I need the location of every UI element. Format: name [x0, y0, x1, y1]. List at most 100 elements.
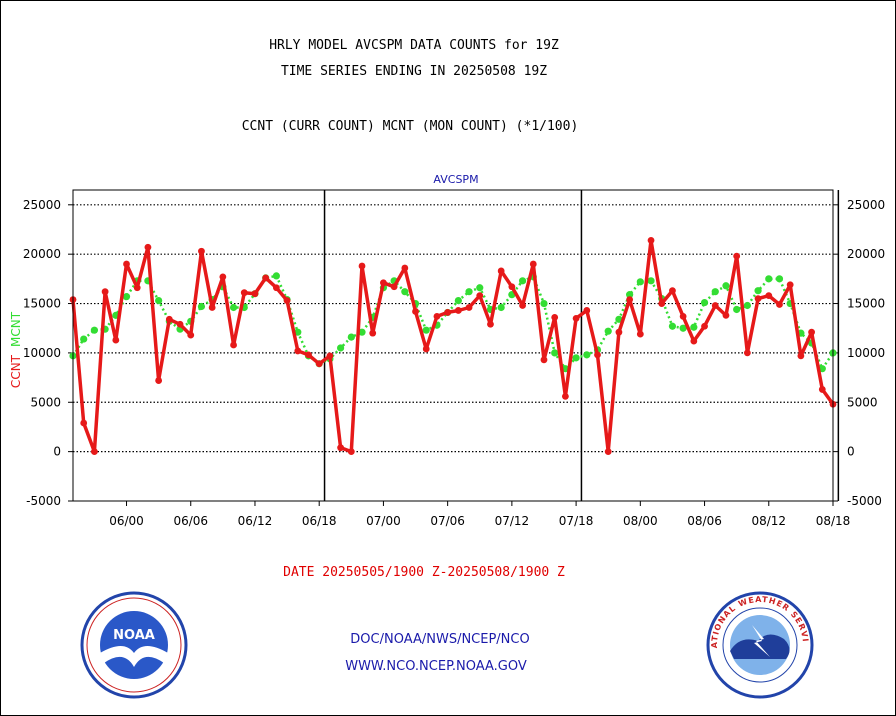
data-point-ccnt	[358, 262, 366, 270]
data-point-ccnt	[561, 392, 569, 400]
data-point-ccnt	[626, 296, 634, 303]
data-point-mcnt	[668, 322, 677, 330]
data-point-ccnt	[733, 252, 741, 260]
data-point-ccnt	[208, 304, 216, 311]
data-point-mcnt	[401, 288, 409, 296]
x-tick-label: 08/06	[687, 514, 722, 528]
label-layer: -5000 -5000 0 0 5000 5000 10000 10000 15000 15000…	[9, 173, 885, 528]
data-point-mcnt	[690, 323, 698, 331]
data-point-mcnt	[294, 328, 302, 336]
data-point-ccnt	[198, 247, 205, 255]
data-point-ccnt	[326, 352, 334, 360]
data-point-mcnt	[679, 324, 687, 332]
data-point-mcnt	[454, 296, 462, 305]
data-point-ccnt	[187, 331, 195, 339]
plot-border	[72, 189, 834, 502]
series-layer	[69, 236, 837, 456]
data-point-ccnt	[305, 351, 312, 359]
y-tick-label-left: 25000	[23, 198, 61, 212]
y-tick-label-right: 5000	[847, 395, 878, 409]
data-point-ccnt	[476, 292, 484, 300]
data-point-mcnt	[80, 335, 88, 343]
data-point-ccnt	[133, 284, 141, 292]
x-tick-label: 06/06	[173, 514, 208, 528]
data-point-ccnt	[551, 313, 559, 321]
data-point-ccnt	[615, 328, 623, 336]
data-point-ccnt	[636, 330, 644, 338]
data-point-ccnt	[380, 279, 387, 287]
data-point-ccnt	[283, 297, 291, 304]
x-tick-label: 06/18	[302, 514, 337, 528]
data-point-ccnt	[465, 304, 473, 311]
data-point-ccnt	[144, 243, 152, 251]
data-point-mcnt	[626, 291, 634, 299]
data-point-ccnt	[444, 309, 452, 316]
data-point-ccnt	[230, 341, 237, 349]
data-point-mcnt	[347, 333, 355, 341]
data-point-ccnt	[294, 347, 302, 355]
data-point-ccnt	[347, 448, 355, 456]
data-point-ccnt	[594, 351, 601, 359]
data-point-ccnt	[155, 377, 163, 384]
data-point-mcnt	[572, 354, 580, 362]
data-point-ccnt	[80, 419, 88, 427]
data-point-mcnt	[540, 299, 548, 308]
x-tick-label: 08/12	[751, 514, 786, 528]
data-point-ccnt	[176, 320, 184, 328]
data-point-mcnt	[743, 301, 751, 310]
data-point-ccnt	[604, 448, 612, 456]
data-point-ccnt	[240, 289, 248, 297]
data-point-mcnt	[583, 351, 591, 359]
data-point-mcnt	[518, 277, 527, 285]
y-tick-label-left: 5000	[30, 395, 61, 409]
x-tick-label: 08/18	[816, 514, 851, 528]
data-point-mcnt	[722, 282, 730, 290]
data-point-ccnt	[658, 300, 666, 307]
y-tick-label-right: 20000	[847, 247, 885, 261]
y-tick-label-right: 0	[847, 445, 855, 459]
y-tick-label-left: 15000	[23, 297, 61, 311]
data-point-mcnt	[711, 288, 719, 296]
y-tick-label-left: 0	[53, 445, 61, 459]
y-axis-label-mcnt: MCNT	[9, 311, 23, 347]
data-point-ccnt	[572, 314, 580, 322]
data-point-ccnt	[272, 284, 280, 292]
credit-link[interactable]: DOC/NOAA/NWS/NCEP/NCO	[350, 632, 530, 647]
data-point-mcnt	[636, 278, 644, 286]
data-point-ccnt	[165, 315, 173, 323]
data-point-mcnt	[733, 305, 741, 314]
data-point-mcnt	[90, 326, 99, 334]
data-point-ccnt	[669, 287, 676, 295]
data-point-ccnt	[101, 288, 109, 296]
data-point-mcnt	[422, 326, 430, 334]
data-point-ccnt	[497, 267, 505, 275]
data-point-ccnt	[529, 260, 537, 268]
data-point-ccnt	[251, 290, 259, 298]
data-point-ccnt	[818, 386, 826, 393]
data-point-mcnt	[155, 296, 163, 305]
chart-subtitle: CCNT (CURR COUNT) MCNT (MON COUNT) (*1/1…	[241, 119, 579, 134]
data-point-ccnt	[690, 337, 698, 345]
x-tick-label: 07/18	[559, 514, 594, 528]
data-point-mcnt	[337, 344, 345, 352]
data-point-ccnt	[219, 273, 227, 281]
data-point-mcnt	[647, 277, 655, 285]
x-tick-label: 06/12	[238, 514, 273, 528]
website-link[interactable]: WWW.NCO.NCEP.NOAA.GOV	[345, 659, 527, 674]
data-point-ccnt	[433, 312, 441, 320]
data-point-ccnt	[454, 307, 462, 314]
data-point-ccnt	[786, 281, 794, 289]
x-tick-label: 07/12	[495, 514, 530, 528]
x-tick-label: 07/06	[430, 514, 465, 528]
y-tick-label-right: 10000	[847, 346, 885, 360]
data-point-ccnt	[754, 295, 762, 303]
series-line-mcnt	[71, 274, 835, 372]
data-point-mcnt	[551, 349, 559, 357]
plot-title: AVCSPM	[433, 173, 478, 186]
data-point-mcnt	[754, 287, 762, 295]
data-point-mcnt	[465, 288, 473, 296]
data-point-ccnt	[808, 328, 815, 336]
data-point-ccnt	[583, 307, 591, 314]
data-point-ccnt	[262, 274, 270, 282]
